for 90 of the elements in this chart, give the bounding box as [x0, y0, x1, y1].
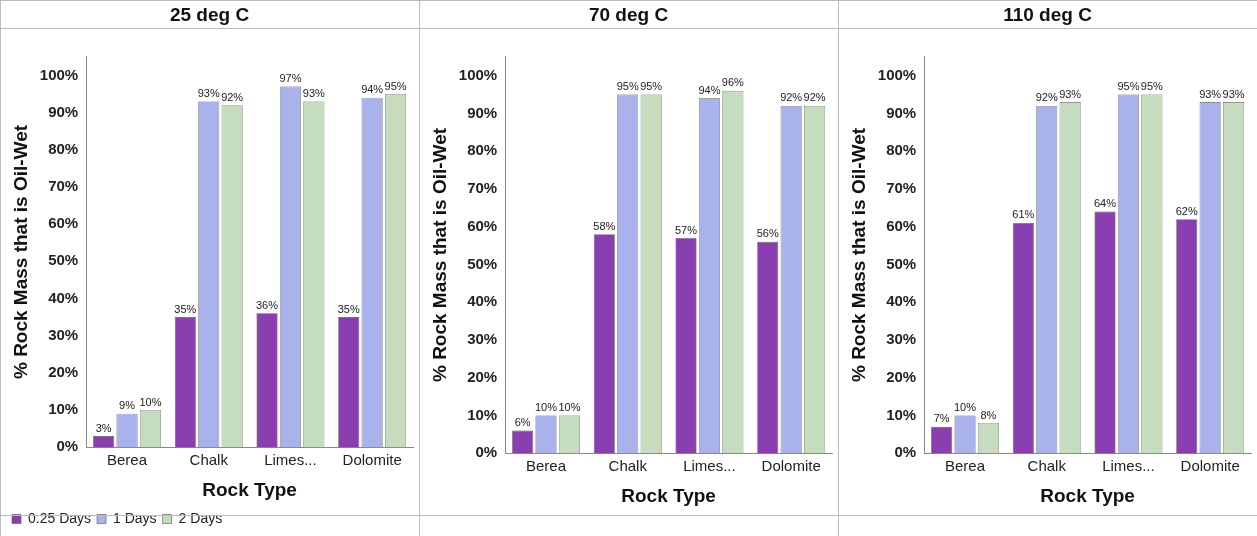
data-label: 93%	[302, 86, 326, 99]
data-label: 95%	[640, 80, 663, 93]
y-tick-label: 90%	[48, 102, 79, 120]
y-tick-label: 70%	[48, 177, 79, 195]
data-label: 6%	[514, 416, 531, 429]
data-label: 92%	[1035, 91, 1058, 104]
y-axis-title: % Rock Mass that is Oil-Wet	[9, 124, 31, 380]
data-label: 9%	[119, 399, 136, 412]
data-label: 93%	[1199, 87, 1222, 100]
data-label: 57%	[675, 223, 698, 236]
data-label: 95%	[384, 79, 407, 92]
y-tick-label: 100%	[458, 65, 498, 83]
y-tick-label: 60%	[48, 214, 79, 232]
x-tick-label: Dolomite	[1180, 457, 1240, 475]
x-tick-label: Berea	[526, 457, 567, 475]
data-label: 92%	[803, 91, 826, 104]
data-label: 92%	[780, 91, 803, 104]
data-label: 35%	[174, 302, 197, 315]
data-label: 56%	[756, 227, 779, 240]
chart-title: 70 deg C	[588, 3, 669, 25]
data-label: 93%	[1222, 87, 1245, 100]
data-label: 36%	[256, 298, 279, 311]
data-label: 64%	[1094, 197, 1117, 210]
y-tick-label: 70%	[886, 179, 917, 197]
y-tick-label: 20%	[467, 367, 498, 385]
x-tick-label: Limes...	[683, 457, 736, 475]
chart-title: 25 deg C	[169, 3, 250, 25]
data-label: 10%	[954, 400, 977, 413]
y-tick-label: 100%	[877, 65, 917, 83]
y-tick-label: 30%	[886, 330, 917, 348]
y-tick-label: 20%	[48, 362, 79, 380]
data-label: 95%	[1117, 80, 1140, 93]
y-tick-label: 80%	[48, 139, 79, 157]
x-tick-label: Chalk	[189, 451, 229, 469]
y-tick-label: 80%	[886, 141, 917, 159]
y-tick-label: 0%	[475, 443, 498, 461]
y-tick-label: 40%	[886, 292, 917, 310]
data-label: 93%	[1059, 87, 1082, 100]
y-tick-label: 30%	[48, 325, 79, 343]
data-label: 95%	[616, 80, 639, 93]
y-tick-label: 50%	[467, 254, 498, 272]
data-label: 10%	[139, 395, 162, 408]
x-axis-title: Rock Type	[202, 478, 297, 500]
y-tick-label: 60%	[886, 216, 917, 234]
y-tick-label: 90%	[886, 103, 917, 121]
y-tick-label: 10%	[48, 400, 79, 418]
data-label: 58%	[593, 219, 616, 232]
data-label: 96%	[721, 76, 745, 89]
data-label: 95%	[1140, 80, 1164, 93]
x-tick-label: Dolomite	[761, 457, 821, 475]
y-tick-label: 90%	[467, 103, 498, 121]
data-label: 94%	[698, 83, 721, 96]
x-tick-label: Berea	[107, 451, 148, 469]
x-tick-label: Limes...	[1102, 457, 1155, 475]
y-tick-label: 50%	[48, 251, 79, 269]
y-tick-label: 0%	[56, 437, 79, 455]
y-tick-label: 20%	[886, 367, 917, 385]
x-tick-label: Chalk	[1027, 457, 1067, 475]
data-label: 10%	[558, 400, 581, 413]
x-axis-title: Rock Type	[1040, 484, 1135, 506]
data-label: 92%	[221, 90, 244, 103]
x-tick-label: Limes...	[264, 451, 317, 469]
data-label: 7%	[933, 412, 950, 425]
y-tick-label: 10%	[467, 405, 498, 423]
data-label: 8%	[980, 408, 997, 421]
data-label: 62%	[1175, 204, 1198, 217]
data-label: 35%	[337, 302, 360, 315]
x-tick-label: Berea	[945, 457, 986, 475]
y-tick-label: 0%	[894, 443, 917, 461]
x-axis-title: Rock Type	[621, 484, 716, 506]
y-tick-label: 40%	[467, 292, 498, 310]
data-label: 61%	[1012, 208, 1035, 221]
x-tick-label: Chalk	[608, 457, 648, 475]
y-tick-label: 50%	[886, 254, 917, 272]
data-label: 94%	[361, 83, 384, 96]
y-axis-title: % Rock Mass that is Oil-Wet	[428, 127, 450, 383]
y-tick-label: 100%	[39, 65, 79, 83]
y-tick-label: 70%	[467, 179, 498, 197]
data-label: 3%	[95, 421, 112, 434]
chart-title: 110 deg C	[1003, 3, 1093, 25]
y-tick-label: 10%	[886, 405, 917, 423]
data-label: 10%	[535, 400, 558, 413]
y-tick-label: 40%	[48, 288, 79, 306]
x-tick-label: Dolomite	[342, 451, 402, 469]
y-tick-label: 80%	[467, 141, 498, 159]
data-label: 97%	[279, 72, 302, 85]
data-label: 93%	[197, 86, 220, 99]
y-axis-title: % Rock Mass that is Oil-Wet	[847, 127, 869, 383]
y-tick-label: 30%	[467, 330, 498, 348]
y-tick-label: 60%	[467, 216, 498, 234]
